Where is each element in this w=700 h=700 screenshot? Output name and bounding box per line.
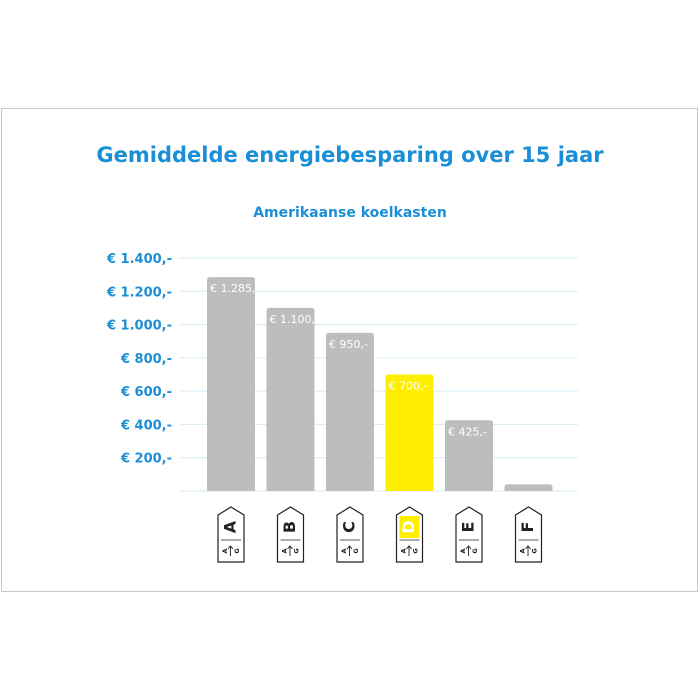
y-tick-label: € 800,- <box>120 352 172 367</box>
energy-scale-arrow-icon <box>465 545 472 556</box>
energy-scale-arrow-icon <box>525 545 531 556</box>
y-tick-label: € 1.000,- <box>106 319 172 334</box>
energy-scale-bottom: G <box>412 548 420 553</box>
energy-scale-top: A <box>281 548 289 553</box>
y-tick-label: € 400,- <box>120 418 172 433</box>
energy-tag-fill-b <box>280 516 301 538</box>
energy-tag-fill-d <box>399 516 420 538</box>
energy-tag-fill-a <box>221 516 241 538</box>
energy-scale-arrow-icon <box>406 545 412 556</box>
energy-scale-bottom: G <box>233 548 241 553</box>
data-label-e: € 425,- <box>448 425 487 438</box>
data-label-b: € 1.100,- <box>270 313 319 326</box>
bar-e <box>445 420 493 491</box>
energy-tag-fill-c <box>340 516 360 538</box>
energy-class-letter: A <box>221 520 240 533</box>
energy-class-letter: F <box>518 522 537 533</box>
energy-scale-arrow-icon <box>227 545 234 556</box>
data-label-c: € 950,- <box>329 338 368 351</box>
energy-scale-top: A <box>340 548 348 553</box>
y-tick-label: € 1.400,- <box>106 252 172 267</box>
bar-c <box>326 332 374 491</box>
bar-b <box>266 307 315 491</box>
energy-tag-fill-e <box>459 516 479 538</box>
bar-a <box>207 277 255 491</box>
energy-scale-arrow-icon <box>287 545 293 556</box>
energy-scale-bottom: G <box>471 548 479 553</box>
bar-f <box>504 484 553 491</box>
energy-scale-top: A <box>221 548 229 553</box>
energy-scale-top: A <box>459 548 467 553</box>
y-tick-label: € 600,- <box>120 385 172 400</box>
data-label-a: € 1.285,- <box>210 282 259 295</box>
y-tick-label: € 1.200,- <box>106 285 172 300</box>
energy-class-letter: D <box>399 520 418 533</box>
energy-scale-bottom: G <box>531 548 539 553</box>
energy-scale-bottom: G <box>293 548 301 553</box>
bar-d <box>385 374 434 491</box>
energy-class-letter: C <box>340 521 359 533</box>
chart-subtitle: Amerikaanse koelkasten <box>253 205 447 221</box>
energy-tag-fill-f <box>518 516 539 538</box>
energy-class-letter: E <box>459 522 478 533</box>
chart-title: Gemiddelde energiebesparing over 15 jaar <box>96 143 604 167</box>
energy-scale-arrow-icon <box>346 545 353 556</box>
energy-scale-bottom: G <box>352 548 360 553</box>
energy-class-letter: B <box>280 521 299 533</box>
energy-scale-top: A <box>400 548 408 553</box>
y-tick-label: € 200,- <box>120 452 172 467</box>
data-label-d: € 700,- <box>389 380 428 393</box>
energy-scale-top: A <box>519 548 527 553</box>
